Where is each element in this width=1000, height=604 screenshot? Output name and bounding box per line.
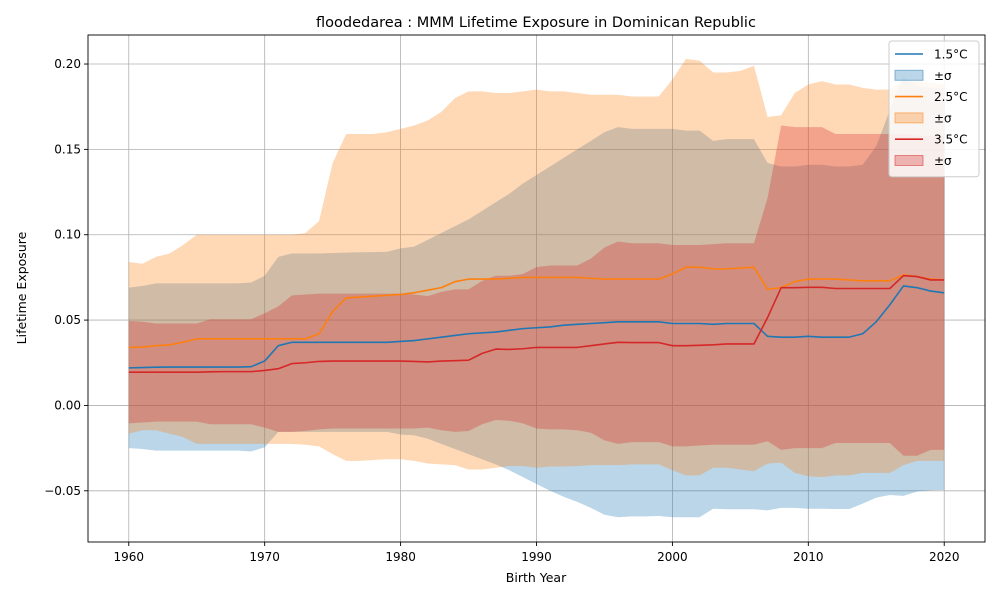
x-tick-label: 2020 [929, 550, 960, 564]
legend-label: ±σ [934, 154, 952, 168]
y-tick-label: 0.15 [54, 142, 81, 156]
chart-title: floodedarea : MMM Lifetime Exposure in D… [316, 15, 756, 31]
legend-label: 1.5°C [934, 48, 967, 62]
legend-band-swatch [894, 112, 924, 124]
x-tick-label: 2000 [657, 550, 688, 564]
x-tick-label: 2010 [793, 550, 824, 564]
legend-label: 2.5°C [934, 90, 967, 104]
line-series-3 [128, 274, 945, 373]
y-tick-label: 0.00 [54, 398, 81, 412]
y-axis-label: Lifetime Exposure [14, 231, 29, 344]
line-series-2 [128, 266, 945, 349]
band-series-2 [128, 58, 945, 478]
band-series-3 [128, 125, 945, 456]
y-tick-label: −0.05 [44, 484, 81, 498]
x-tick-label: 1980 [385, 550, 416, 564]
line-series-1 [128, 285, 945, 369]
y-tick-label: 0.10 [54, 228, 81, 242]
x-tick-label: 1990 [521, 550, 552, 564]
legend-label: ±σ [934, 69, 952, 83]
x-tick-label: 1970 [249, 550, 280, 564]
legend: 1.5°C ±σ 2.5°C ±σ 3.5°C ±σ [888, 40, 980, 178]
legend-label: 3.5°C [934, 133, 967, 147]
x-axis-label: Birth Year [506, 570, 567, 585]
legend-band-swatch [894, 69, 924, 81]
plot-area: 1960 1970 1980 1990 2000 2010 2020 −0.05 0.00 0.0… [44, 34, 986, 564]
legend-box [888, 40, 980, 178]
x-tick-label: 1960 [113, 550, 144, 564]
legend-band-swatch [894, 155, 924, 166]
y-tick-label: 0.05 [54, 313, 81, 327]
band-series-1 [128, 75, 945, 518]
y-tick-label: 0.20 [54, 57, 81, 71]
legend-label: ±σ [934, 111, 952, 125]
